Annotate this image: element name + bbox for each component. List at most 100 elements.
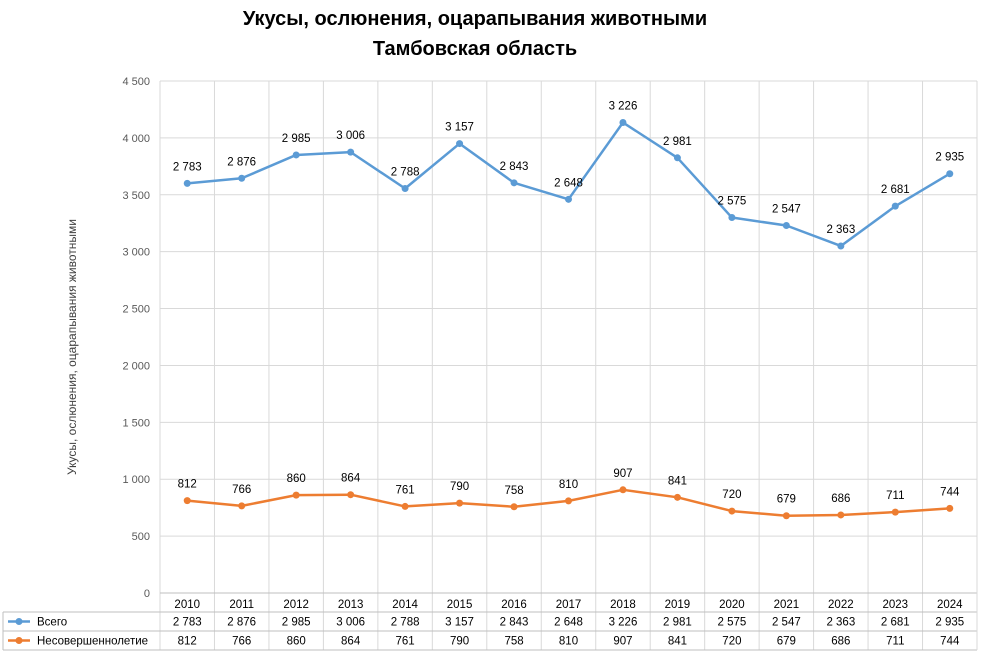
data-label: 907 xyxy=(613,468,632,480)
data-point xyxy=(782,512,790,520)
data-label: 758 xyxy=(504,485,523,497)
data-point xyxy=(238,174,246,182)
data-label: 2 843 xyxy=(500,161,529,173)
data-point xyxy=(292,491,300,499)
data-point xyxy=(782,221,790,229)
x-tick-label: 2010 xyxy=(174,599,200,611)
y-tick-label: 3 000 xyxy=(122,247,150,259)
data-label: 860 xyxy=(287,473,306,485)
data-label: 2 876 xyxy=(227,156,256,168)
data-label: 2 981 xyxy=(663,136,692,148)
table-cell: 761 xyxy=(396,636,415,648)
table-cell: 2 783 xyxy=(173,617,202,629)
x-tick-label: 2018 xyxy=(610,599,636,611)
data-label: 720 xyxy=(722,489,741,501)
data-point xyxy=(565,195,572,203)
data-point xyxy=(456,140,464,148)
y-tick-label: 1 000 xyxy=(122,474,150,486)
table-cell: 810 xyxy=(559,636,578,648)
table-cell: 758 xyxy=(504,636,523,648)
y-tick-label: 4 500 xyxy=(122,76,150,88)
table-cell: 686 xyxy=(831,636,850,648)
y-tick-label: 4 000 xyxy=(122,133,150,145)
data-label: 841 xyxy=(668,475,687,487)
data-point xyxy=(837,511,845,519)
table-cell: 2 648 xyxy=(554,617,583,629)
data-point xyxy=(673,154,681,162)
data-point xyxy=(510,179,518,187)
x-tick-label: 2017 xyxy=(556,599,582,611)
data-label: 864 xyxy=(341,473,361,485)
data-label: 2 648 xyxy=(554,177,583,189)
data-point xyxy=(456,499,464,507)
table-cell: 841 xyxy=(668,636,687,648)
table-cell: 3 006 xyxy=(336,617,365,629)
table-cell: 766 xyxy=(232,636,251,648)
data-label: 3 226 xyxy=(609,101,638,113)
table-cell: 2 985 xyxy=(282,617,311,629)
data-point xyxy=(510,503,518,511)
data-label: 3 157 xyxy=(445,122,474,134)
data-label: 744 xyxy=(940,486,960,498)
data-label: 2 935 xyxy=(935,152,964,164)
x-tick-label: 2019 xyxy=(665,599,691,611)
legend-key-marker xyxy=(15,618,23,625)
y-axis-label: Укусы, ослюнения, оцарапывания животными xyxy=(65,219,79,475)
data-label: 2 363 xyxy=(826,224,855,236)
data-label: 790 xyxy=(450,481,469,493)
table-cell: 2 981 xyxy=(663,617,692,629)
data-label: 3 006 xyxy=(336,130,365,142)
x-tick-label: 2014 xyxy=(392,599,418,611)
table-cell: 2 547 xyxy=(772,617,801,629)
y-tick-label: 2 500 xyxy=(122,304,150,316)
table-cell: 2 363 xyxy=(826,617,855,629)
data-point xyxy=(183,179,191,187)
x-tick-label: 2016 xyxy=(501,599,527,611)
table-cell: 2 843 xyxy=(500,617,529,629)
data-point xyxy=(619,486,627,494)
data-point xyxy=(891,508,899,516)
table-cell: 2 876 xyxy=(227,617,256,629)
data-point xyxy=(728,214,736,222)
y-tick-label: 500 xyxy=(132,531,150,543)
data-point xyxy=(401,502,409,510)
x-tick-label: 2021 xyxy=(774,599,800,611)
table-cell: 2 681 xyxy=(881,617,910,629)
data-label: 766 xyxy=(232,484,251,496)
data-point xyxy=(347,491,355,499)
data-point xyxy=(837,242,845,250)
data-label: 2 547 xyxy=(772,203,801,215)
data-point xyxy=(891,202,899,210)
data-label: 2 788 xyxy=(391,167,420,179)
x-tick-label: 2015 xyxy=(447,599,473,611)
y-tick-label: 1 500 xyxy=(122,417,150,429)
data-point xyxy=(347,148,355,156)
data-point xyxy=(946,170,954,178)
table-cell: 720 xyxy=(722,636,741,648)
data-label: 2 783 xyxy=(173,161,202,173)
data-point xyxy=(238,502,246,510)
data-label: 812 xyxy=(178,479,197,491)
table-cell: 2 788 xyxy=(391,617,420,629)
x-tick-label: 2013 xyxy=(338,599,364,611)
chart-title-line1: Укусы, ослюнения, оцарапывания животными xyxy=(242,8,708,30)
data-point xyxy=(946,504,954,512)
table-cell: 907 xyxy=(613,636,632,648)
data-point xyxy=(619,119,627,127)
table-cell: 790 xyxy=(450,636,469,648)
y-tick-label: 0 xyxy=(144,588,150,600)
table-cell: 2 935 xyxy=(935,617,964,629)
data-label: 761 xyxy=(396,484,415,496)
data-label: 2 681 xyxy=(881,184,910,196)
x-tick-label: 2011 xyxy=(229,599,254,611)
table-cell: 679 xyxy=(777,636,796,648)
data-point xyxy=(565,497,572,505)
x-tick-label: 2024 xyxy=(937,599,963,611)
table-cell: 711 xyxy=(886,636,904,648)
data-point xyxy=(401,185,409,193)
legend-key-marker xyxy=(15,637,23,644)
table-cell: 744 xyxy=(940,636,960,648)
table-cell: 864 xyxy=(341,636,361,648)
data-point xyxy=(292,151,300,159)
